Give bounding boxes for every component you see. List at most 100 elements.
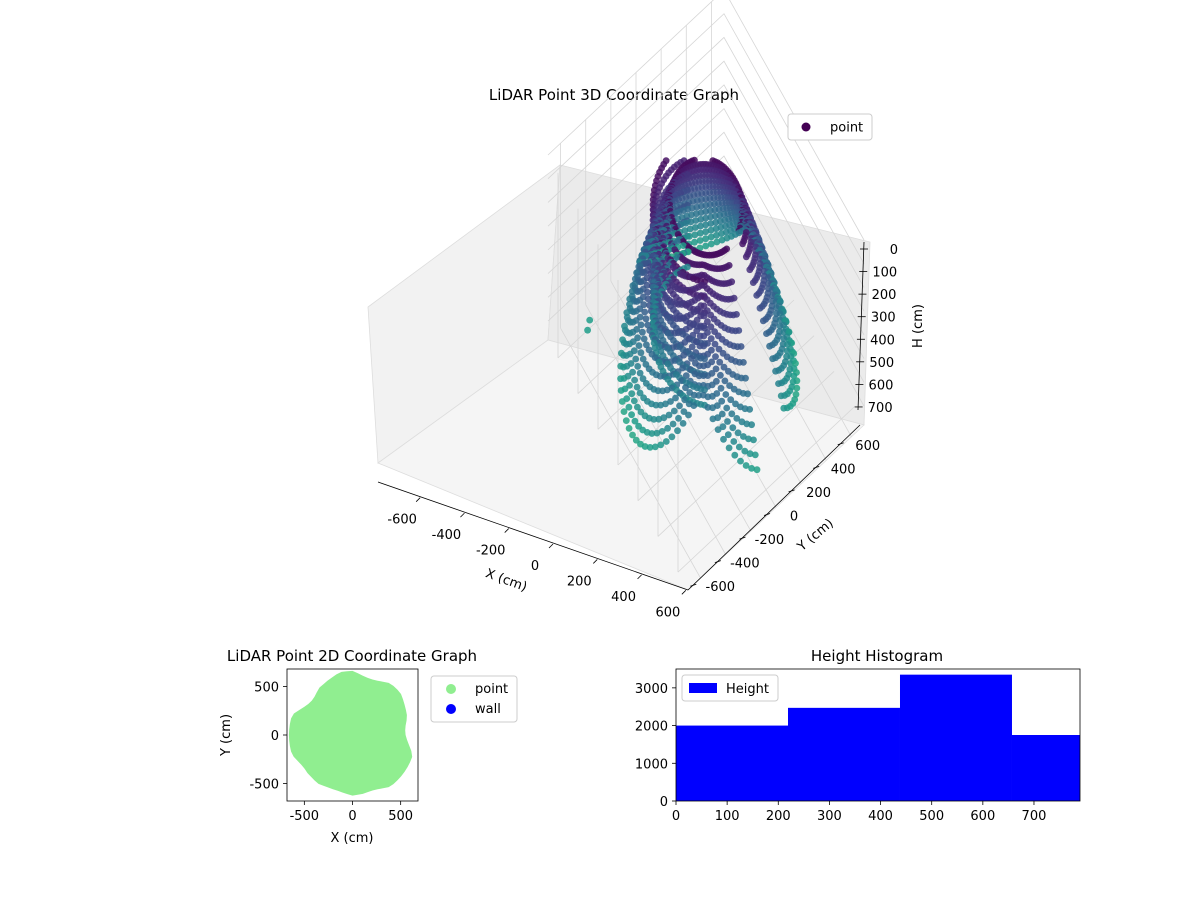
cloud-point-1687 (724, 431, 732, 439)
cloud-point-1702 (646, 444, 654, 451)
cloud-point-1636 (676, 402, 683, 410)
cloud-point-1709 (742, 462, 750, 469)
cloud-point-1501 (712, 365, 720, 373)
cloud-point-696 (739, 240, 746, 248)
cloud-point-1236 (700, 312, 708, 320)
cloud-point-894 (696, 261, 703, 269)
cloud-point-595 (696, 229, 704, 237)
cloud-point-1688 (629, 431, 636, 439)
cloud-point-1317 (693, 327, 701, 335)
cloud-point-1259 (586, 316, 594, 324)
cloud-point-579 (702, 228, 710, 236)
cloud-point-1438 (623, 352, 630, 359)
legend-2d-label-point: point (475, 682, 508, 697)
x-axis-label-2d: X (cm) (331, 831, 374, 846)
cloud-point-628 (707, 233, 715, 241)
cloud-point-1354 (634, 334, 641, 342)
cloud-point-1670 (679, 420, 687, 427)
cloud-point-1647 (746, 406, 754, 413)
z-tick-label-3d-3: 300 (871, 311, 896, 326)
y-axis-line (687, 424, 861, 591)
cloud-point-1707 (731, 451, 739, 459)
legend-histogram-label: Height (726, 682, 769, 697)
cloud-point-1684 (734, 429, 742, 437)
y-tick-label-hist-2: 2000 (635, 720, 668, 735)
x-tick-label-hist-4: 400 (868, 809, 893, 824)
cloud-point-624 (686, 232, 693, 240)
cloud-point-1574 (682, 384, 689, 392)
cloud-point-1681 (674, 427, 681, 435)
grid-floor-y-0 (560, 328, 701, 579)
chart-3d: LiDAR Point 3D Coordinate Graph -600 -400… (367, 0, 926, 620)
cloud-point-1618 (630, 397, 638, 405)
x-ticks-3d: -600 -400 -200 0 200 400 600 (387, 497, 687, 620)
cloud-point-1666 (622, 417, 630, 424)
grid-z-2 (547, 36, 865, 288)
y-tick-3d-2 (739, 536, 746, 540)
cloud-point-1357 (780, 335, 788, 342)
grid-z-5 (547, 107, 865, 359)
cloud-point-551 (686, 225, 694, 233)
cloud-point-1329 (639, 328, 646, 336)
x-tick-label-hist-0: 0 (672, 809, 680, 824)
cloud-point-1479 (792, 360, 799, 367)
cloud-point-700 (707, 240, 715, 248)
y-tick-label-3d-0: -600 (706, 580, 736, 595)
cloud-point-1700 (651, 443, 659, 451)
cloud-point-561 (707, 226, 715, 234)
cloud-point-1223 (773, 310, 780, 317)
cloud-point-1663 (709, 415, 717, 423)
cloud-point-1230 (730, 311, 737, 319)
point-cloud (584, 156, 801, 474)
cloud-point-1036 (720, 280, 728, 288)
cloud-point-547 (712, 225, 720, 233)
cloud-point-1508 (772, 367, 779, 375)
z-tick-label-3d-1: 100 (872, 266, 897, 281)
cloud-point-1664 (655, 415, 663, 423)
chart-2d-title: LiDAR Point 2D Coordinate Graph (227, 647, 477, 665)
cloud-point-1493 (620, 363, 627, 371)
cloud-point-1604 (695, 392, 703, 399)
cloud-point-1710 (748, 465, 755, 472)
cloud-point-1286 (644, 321, 652, 329)
cloud-point-1213 (641, 308, 649, 316)
cloud-point-1628 (732, 400, 739, 408)
cloud-point-712 (679, 242, 687, 250)
cloud-point-1135 (725, 295, 732, 303)
cloud-point-1488 (696, 362, 703, 370)
cloud-point-1254 (673, 315, 680, 323)
x-axis-label-3d: X (cm) (483, 566, 529, 595)
cloud-point-1095 (644, 288, 651, 296)
y-tick-label-2d-1: 0 (271, 729, 279, 744)
cloud-point-1414 (715, 345, 723, 353)
cloud-point-1400 (766, 342, 773, 350)
cloud-point-1693 (750, 436, 757, 444)
cloud-point-1274 (629, 318, 637, 326)
cloud-point-1622 (618, 398, 626, 405)
x-tick-label-hist-6: 600 (970, 809, 995, 824)
cloud-point-1695 (730, 438, 738, 445)
cloud-point-1494 (720, 363, 728, 371)
cloud-point-1318 (732, 327, 739, 335)
grid-z-4 (547, 84, 865, 336)
x-tick-3d-6 (681, 590, 687, 595)
cloud-point-1388 (623, 340, 630, 348)
z-tick-label-3d-7: 700 (868, 401, 893, 416)
cloud-point-1459 (639, 355, 647, 363)
x-axis-line (377, 481, 689, 591)
cloud-point-1686 (648, 430, 656, 437)
y-tick-label-hist-3: 3000 (635, 682, 668, 697)
cloud-point-1654 (628, 411, 635, 419)
y-axis-label-2d: Y (cm) (219, 714, 234, 757)
cloud-point-1341 (763, 330, 770, 337)
cloud-point-1291 (776, 322, 784, 330)
cloud-point-1348 (700, 332, 708, 340)
cloud-point-1706 (751, 451, 759, 459)
cloud-point-1149 (633, 298, 641, 305)
cloud-point-1690 (668, 433, 676, 441)
y-tick-label-3d-3: 0 (790, 510, 798, 525)
legend-3d-frame (787, 113, 873, 141)
cloud-point-926 (713, 265, 721, 273)
cloud-point-1550 (721, 377, 729, 385)
